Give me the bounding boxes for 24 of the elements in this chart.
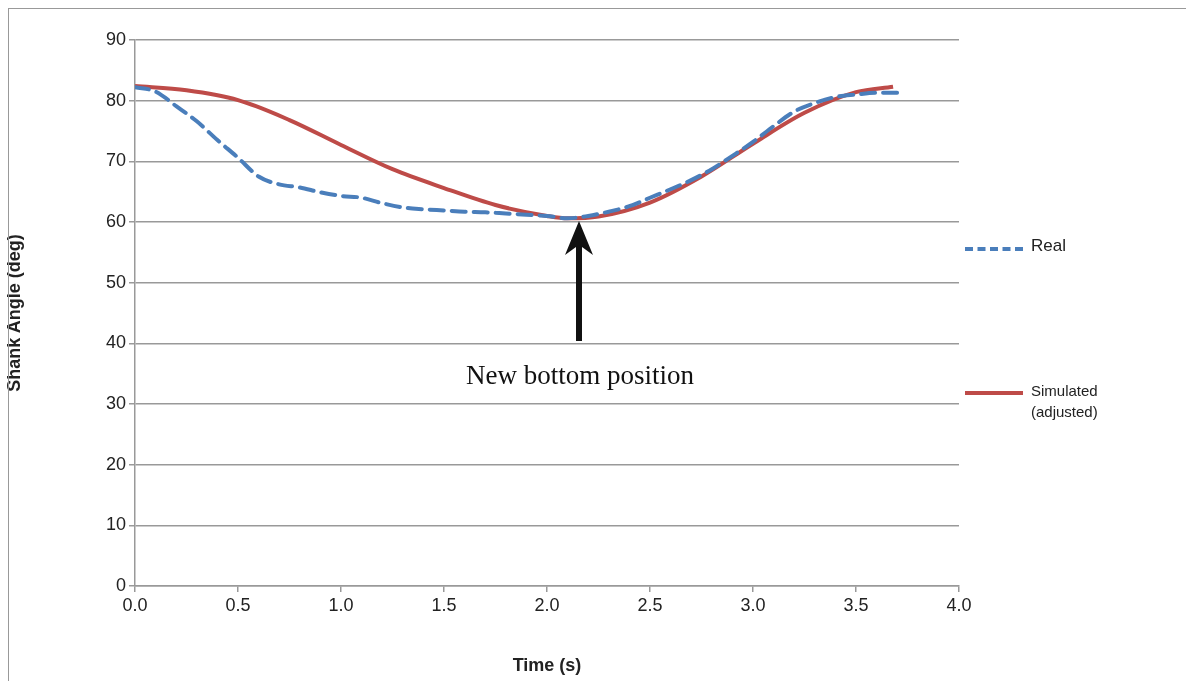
x-tick-label: 1.5 (431, 594, 457, 615)
y-tick-label: 50 (105, 271, 126, 292)
y-axis-title: Shank Angle (deg) (3, 234, 24, 392)
y-tick-label: 40 (105, 332, 126, 353)
x-axis-title: Time (s) (512, 655, 582, 676)
y-tick-label: 70 (105, 150, 126, 171)
y-tick-label: 60 (105, 210, 126, 231)
x-tick-label: 3.5 (843, 594, 869, 615)
y-tick-label: 30 (105, 392, 126, 413)
x-tick-label: 3.0 (740, 594, 766, 615)
annotation: New bottom position (465, 360, 695, 391)
legend-label: Simulated (adjusted) (1031, 381, 1099, 422)
legend-label: Real (1031, 236, 1066, 256)
y-tick-label: 0 (115, 574, 126, 595)
x-tick-label: 0.5 (225, 594, 251, 615)
x-tick-label: 1.0 (328, 594, 354, 615)
x-tick-label: 4.0 (946, 594, 972, 615)
y-tick-label: 20 (105, 453, 126, 474)
y-tick-label: 10 (105, 514, 126, 535)
x-tick-label: 0.0 (122, 594, 148, 615)
y-tick-label: 90 (105, 28, 126, 49)
x-tick-label: 2.5 (637, 594, 663, 615)
y-tick-label: 80 (105, 89, 126, 110)
x-tick-label: 2.0 (534, 594, 560, 615)
